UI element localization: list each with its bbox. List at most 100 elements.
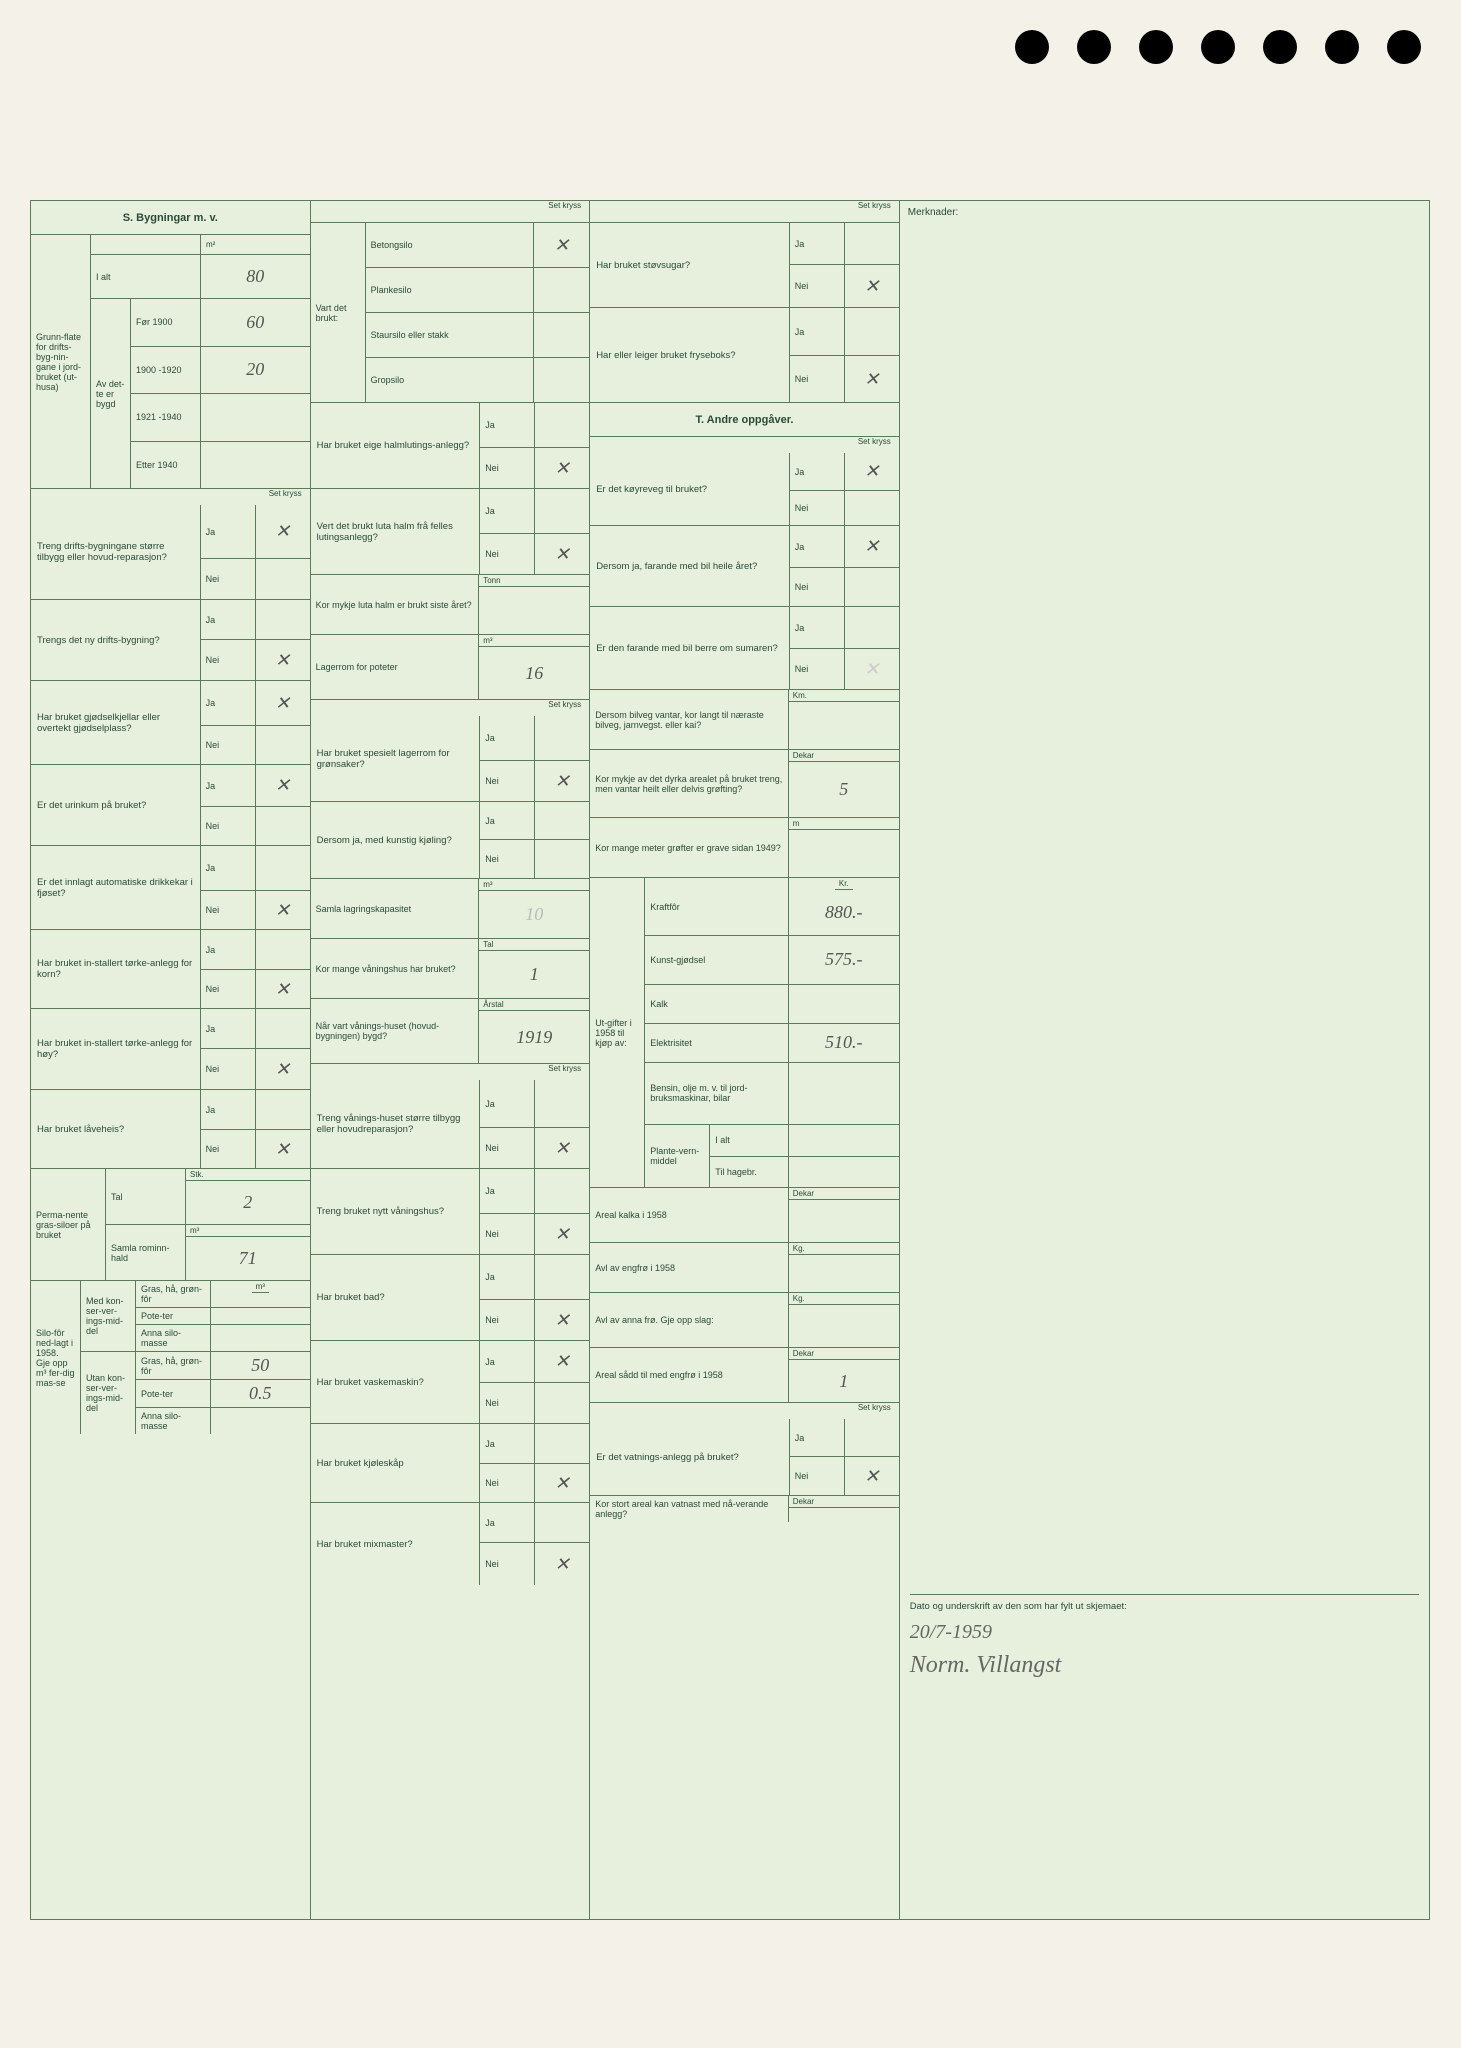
1900-1920-value: 20 [201,347,310,394]
bilveg-vantar-label: Dersom bilveg vantar, kor langt til næra… [590,690,789,749]
halmlutings-question: Har bruket eige halmlutings-anlegg? [311,403,480,488]
utan-poteter-value: 0.5 [211,1380,310,1407]
lagerrom-poteter-label: Lagerrom for poteter [311,635,480,699]
koyreveg-ja: ✕ [844,453,899,490]
farande-sumar-question: Er den farande med bil berre om sumaren? [590,607,789,689]
drikkekar-nei: ✕ [255,891,310,929]
gjodselkjeller-question: Har bruket gjødselkjellar eller overtekt… [31,681,200,764]
avl-engfro-label: Avl av engfrø i 1958 [590,1243,789,1292]
av-dette-bygd-label: Av det-te er bygd [91,299,131,488]
fryseboks-nei: ✕ [844,356,899,402]
laveheis-question: Har bruket låveheis? [31,1090,200,1168]
hole-icon [1263,30,1297,64]
m3-unit: m³ [186,1225,310,1237]
samla-rominn-label: Samla rominn-hald [106,1225,186,1280]
set-kryss-label: Set kryss [31,489,310,505]
hole-icon [1387,30,1421,64]
grunnflate-label: Grunn-flate for drifts-byg-nin-gane i jo… [31,235,91,488]
hole-icon [1139,30,1173,64]
nar-vaning-bygd-label: Når vart vånings-huset (hovud-bygningen)… [311,999,480,1063]
elektrisitet-value: 510.- [789,1024,899,1062]
staursilo-label: Staursilo eller stakk [366,313,535,357]
plankesilo-label: Plankesilo [366,268,535,312]
avl-anna-fro-label: Avl av anna frø. Gje opp slag: [590,1293,789,1347]
utan-konserv-label: Utan kon-ser-ver-ings-mid-del [81,1352,136,1434]
vaskemaskin-question: Har bruket vaskemaskin? [311,1341,480,1423]
fryseboks-question: Har eller leiger bruket fryseboks? [590,308,789,402]
section-s-header: S. Bygningar m. v. [31,201,310,235]
permanente-label: Perma-nente gras-siloer på bruket [31,1169,106,1280]
hole-icon [1015,30,1049,64]
vaning-bygd-value: 1919 [479,1011,589,1063]
vart-det-brukt-label: Vart det brukt: [311,223,366,402]
bad-question: Har bruket bad? [311,1255,480,1340]
nytt-vaning-question: Treng bruket nytt våningshus? [311,1169,480,1254]
kor-mange-vaning-label: Kor mange våningshus har bruket? [311,939,480,998]
nytt-vaning-nei: ✕ [534,1214,589,1254]
section-t-header: T. Andre oppgåver. [590,403,899,437]
vaningshus-tal: 1 [479,951,589,998]
laveheis-nei: ✕ [255,1130,310,1168]
luta-halm-nei: ✕ [534,534,589,574]
column-4-merknader: Merknader: Dato og underskrift av den so… [900,201,1429,1919]
1921-1940-label: 1921 -1940 [131,394,201,441]
farande-bil-question: Dersom ja, farande med bil heile året? [590,526,789,606]
urinkum-question: Er det urinkum på bruket? [31,765,200,845]
samla-lagring-label: Samla lagringskapasitet [311,879,480,938]
utan-gras-value: 50 [211,1352,310,1379]
treng-vaning-question: Treng vånings-huset større tilbygg eller… [311,1080,480,1168]
koyreveg-question: Er det køyreveg til bruket? [590,453,789,525]
betongsilo-value: ✕ [534,223,589,267]
dato-underskrift-label: Dato og underskrift av den som har fylt … [910,1601,1419,1613]
kjoleskap-nei: ✕ [534,1464,589,1502]
dyrka-areal-value: 5 [789,762,899,817]
drikkekar-question: Er det innlagt automatiske drikkekar i f… [31,846,200,929]
grofter-label: Kor mange meter grøfter er grave sidan 1… [590,818,789,877]
stk-unit: Stk. [186,1169,310,1181]
halmlutings-nei: ✕ [534,448,589,488]
areal-sadd-value: 1 [789,1360,899,1402]
utgifter-label: Ut-gifter i 1958 til kjøp av: [590,878,645,1187]
drikkekar-ja [255,846,310,890]
vatning-nei: ✕ [844,1457,899,1495]
urinkum-nei [255,807,310,845]
gjodsel-ja: ✕ [255,681,310,725]
column-1: S. Bygningar m. v. Grunn-flate for drift… [31,201,311,1919]
bad-nei: ✕ [534,1300,589,1340]
treng-drifts-nei [255,559,310,599]
areal-kalka-label: Areal kalka i 1958 [590,1188,789,1242]
hole-icon [1077,30,1111,64]
areal-sadd-label: Areal sådd til med engfrø i 1958 [590,1348,789,1402]
laveheis-ja [255,1090,310,1129]
silofor-label: Silo-fôr ned-lagt i 1958. Gje opp m³ fer… [31,1281,81,1434]
trengs-ny-ja [255,600,310,639]
tal-label: Tal [106,1169,186,1224]
lagerrom-gronsaker-question: Har bruket spesielt lagerrom for grønsak… [311,716,480,801]
dato-value: 20/7-1959 [910,1621,1419,1644]
gjodsel-nei [255,726,310,764]
for-1900-value: 60 [201,299,310,346]
trengs-ny-question: Trengs det ny drifts-bygning? [31,600,200,680]
farande-bil-ja: ✕ [844,526,899,567]
mixmaster-question: Har bruket mixmaster? [311,1503,480,1585]
m2-unit: m² [201,235,220,254]
hole-icon [1325,30,1359,64]
stovsugar-question: Har bruket støvsugar? [590,223,789,307]
treng-drifts-ja: ✕ [255,505,310,558]
torke-hoy-ja [255,1009,310,1048]
mixmaster-nei: ✕ [534,1543,589,1585]
underskrift-value: Norm. Villangst [910,1652,1419,1679]
kunstig-kjoling-question: Dersom ja, med kunstig kjøling? [311,802,480,878]
gropsilo-label: Gropsilo [366,358,535,402]
torke-korn-nei: ✕ [255,970,310,1008]
hole-icon [1201,30,1235,64]
lagerrom-gronsaker-nei: ✕ [534,761,589,801]
vatning-question: Er det vatnings-anlegg på bruket? [590,1419,789,1495]
torke-korn-question: Har bruket in-stallert tørke-anlegg for … [31,930,200,1008]
treng-drifts-question: Treng drifts-bygningane større tilbygg e… [31,505,200,599]
ialt-label: I alt [91,255,201,298]
samla-lagring-value: 10 [479,891,589,938]
vaskemaskin-ja: ✕ [534,1341,589,1382]
punch-holes [1015,30,1421,64]
kor-stort-vatnast-label: Kor stort areal kan vatnast med nå-veran… [590,1496,789,1522]
